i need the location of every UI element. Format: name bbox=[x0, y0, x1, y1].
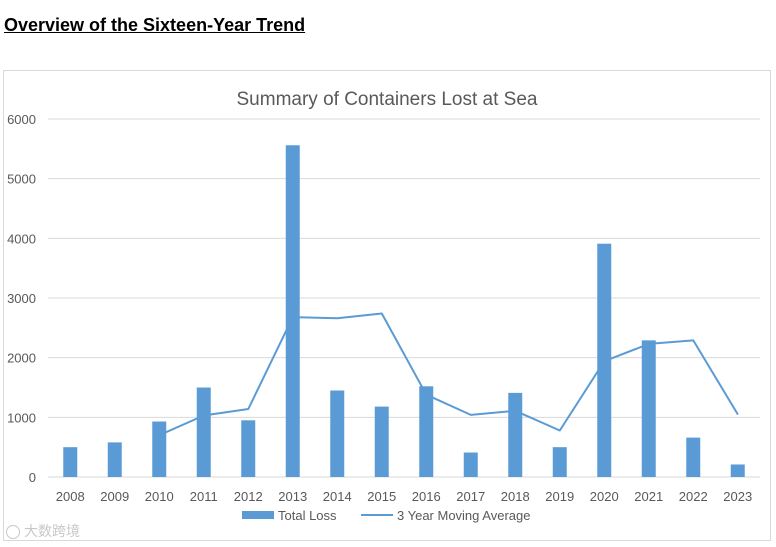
line-point-2010 bbox=[158, 434, 160, 436]
line-3-year-moving-average bbox=[158, 312, 739, 437]
page-heading: Overview of the Sixteen-Year Trend bbox=[4, 15, 306, 35]
line-point-2014 bbox=[336, 317, 338, 319]
watermark-text: 大数跨境 bbox=[24, 523, 80, 539]
bar-total-loss-2015 bbox=[374, 406, 389, 477]
line-point-2021 bbox=[648, 343, 650, 345]
chart-title: Summary of Containers Lost at Sea bbox=[237, 89, 538, 110]
x-tick-label: 2021 bbox=[634, 489, 663, 504]
x-tick-label: 2013 bbox=[278, 489, 307, 504]
bar-total-loss-2018 bbox=[508, 392, 523, 477]
gridlines bbox=[48, 118, 760, 478]
bar-total-loss-2017 bbox=[463, 452, 478, 477]
y-tick-label: 2000 bbox=[7, 351, 36, 366]
y-axis-ticks: 0 1000 2000 3000 4000 5000 6000 bbox=[7, 112, 36, 485]
y-tick-label: 5000 bbox=[7, 172, 36, 187]
x-tick-label: 2010 bbox=[145, 489, 174, 504]
bar-total-loss-2023 bbox=[730, 464, 745, 477]
line-point-2012 bbox=[247, 408, 249, 410]
bar-total-loss-2022 bbox=[686, 437, 701, 477]
x-tick-label: 2023 bbox=[723, 489, 752, 504]
x-axis-ticks: 2008 2009 2010 2011 2012 2013 2014 2015 2016 2017… bbox=[56, 489, 752, 504]
line-point-2013 bbox=[292, 316, 294, 318]
bar-total-loss-2008 bbox=[63, 447, 78, 477]
line-point-2016 bbox=[425, 394, 427, 396]
y-tick-label: 6000 bbox=[7, 112, 36, 127]
y-tick-label: 1000 bbox=[7, 410, 36, 425]
legend-swatch-total-loss bbox=[242, 511, 274, 519]
bar-total-loss-2013 bbox=[285, 145, 300, 477]
bar-total-loss-2009 bbox=[107, 442, 122, 477]
legend-label-total-loss: Total Loss bbox=[278, 508, 337, 523]
watermark: 大数跨境 bbox=[6, 521, 80, 541]
bar-total-loss-2016 bbox=[419, 386, 434, 477]
x-tick-label: 2020 bbox=[590, 489, 619, 504]
bar-total-loss-2010 bbox=[152, 421, 167, 477]
line-point-2015 bbox=[381, 313, 383, 315]
x-tick-label: 2015 bbox=[367, 489, 396, 504]
x-tick-label: 2018 bbox=[501, 489, 530, 504]
y-tick-label: 0 bbox=[29, 470, 36, 485]
x-tick-label: 2008 bbox=[56, 489, 85, 504]
y-tick-label: 3000 bbox=[7, 291, 36, 306]
x-tick-label: 2016 bbox=[412, 489, 441, 504]
line-point-2022 bbox=[692, 339, 694, 341]
bar-total-loss-2011 bbox=[196, 387, 211, 477]
bar-series bbox=[63, 145, 745, 477]
chart-frame bbox=[3, 70, 771, 541]
line-point-2011 bbox=[203, 415, 205, 417]
line-point-2023 bbox=[737, 413, 739, 415]
bar-total-loss-2012 bbox=[241, 420, 256, 477]
x-tick-label: 2009 bbox=[100, 489, 129, 504]
x-tick-label: 2022 bbox=[679, 489, 708, 504]
bar-total-loss-2014 bbox=[330, 390, 345, 477]
legend: Total Loss 3 Year Moving Average bbox=[242, 508, 530, 523]
legend-label-moving-average: 3 Year Moving Average bbox=[397, 508, 530, 523]
bar-total-loss-2019 bbox=[552, 447, 567, 477]
x-tick-label: 2012 bbox=[234, 489, 263, 504]
line-point-2020 bbox=[603, 360, 605, 362]
x-tick-label: 2019 bbox=[545, 489, 574, 504]
moving-average-series bbox=[158, 312, 739, 437]
line-point-2017 bbox=[470, 414, 472, 416]
x-tick-label: 2017 bbox=[456, 489, 485, 504]
line-point-2018 bbox=[514, 410, 516, 412]
x-tick-label: 2014 bbox=[323, 489, 352, 504]
x-tick-label: 2011 bbox=[190, 489, 218, 504]
watermark-logo-icon bbox=[6, 525, 20, 539]
line-point-2019 bbox=[559, 429, 561, 431]
bar-total-loss-2021 bbox=[641, 340, 656, 477]
y-tick-label: 4000 bbox=[7, 231, 36, 246]
